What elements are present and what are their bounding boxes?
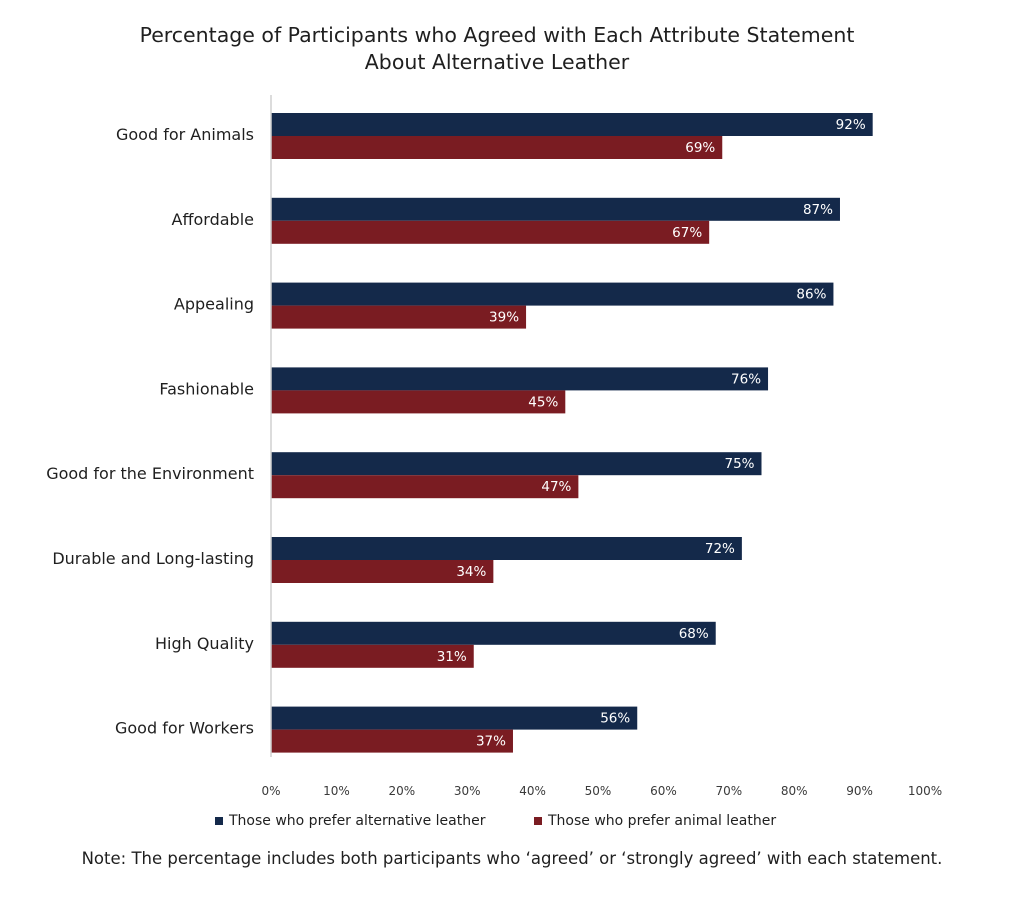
x-tick-label-0: 0% (261, 784, 280, 798)
bar-animal-affordable (271, 220, 710, 244)
data-label-animal-durable-and-long-lasting: 34% (456, 564, 486, 580)
category-label-durable-and-long-lasting: Durable and Long-lasting (52, 549, 254, 568)
bar-animal-high-quality (271, 644, 474, 668)
bar-chart: Good for Animals 92% 69% Affordable 87% 67% Ap… (46, 95, 942, 798)
data-label-animal-good-for-workers: 37% (476, 734, 506, 750)
x-tick-label-70: 70% (715, 784, 742, 798)
legend-label-animal-leather: Those who prefer animal leather (548, 813, 777, 829)
bar-alternative-good-for-workers (271, 706, 638, 730)
legend-swatch-alternative-leather (215, 817, 223, 825)
bar-alternative-good-for-animals (271, 113, 873, 136)
data-label-alternative-good-for-animals: 92% (836, 117, 866, 133)
data-label-alternative-durable-and-long-lasting: 72% (705, 541, 735, 557)
bar-alternative-affordable (271, 197, 840, 221)
category-label-appealing: Appealing (174, 295, 254, 314)
legend-label-alternative-leather: Those who prefer alternative leather (229, 813, 486, 829)
bar-animal-good-for-the-environment (271, 475, 579, 499)
bar-animal-fashionable (271, 390, 566, 414)
category-label-good-for-animals: Good for Animals (116, 125, 254, 144)
category-label-high-quality: High Quality (155, 634, 254, 653)
legend-swatch-animal-leather (534, 817, 542, 825)
legend-item-animal-leather: Those who prefer animal leather (534, 813, 776, 829)
legend-item-alternative-leather: Those who prefer alternative leather (215, 813, 485, 829)
bar-animal-appealing (271, 305, 527, 329)
bar-alternative-appealing (271, 282, 834, 306)
data-label-animal-good-for-the-environment: 47% (541, 479, 571, 495)
chart-note: Note: The percentage includes both parti… (81, 849, 943, 868)
data-label-alternative-appealing: 86% (796, 287, 826, 303)
x-tick-label-30: 30% (454, 784, 481, 798)
x-tick-label-60: 60% (650, 784, 677, 798)
chart-title: Percentage of Participants who Agreed wi… (0, 22, 994, 76)
x-tick-label-20: 20% (388, 784, 415, 798)
data-label-alternative-good-for-the-environment: 75% (724, 456, 754, 472)
bar-alternative-fashionable (271, 367, 769, 391)
category-label-fashionable: Fashionable (159, 379, 254, 398)
x-tick-label-40: 40% (519, 784, 546, 798)
data-label-alternative-high-quality: 68% (679, 626, 709, 642)
data-label-animal-high-quality: 31% (437, 649, 467, 665)
data-label-animal-good-for-animals: 69% (685, 140, 715, 156)
data-label-alternative-good-for-workers: 56% (600, 711, 630, 727)
x-tick-label-80: 80% (781, 784, 808, 798)
chart-legend: Those who prefer alternative leather Tho… (0, 813, 1024, 835)
chart-title-line-1: Percentage of Participants who Agreed wi… (139, 23, 855, 47)
data-label-alternative-fashionable: 76% (731, 371, 761, 387)
x-tick-label-100: 100% (908, 784, 942, 798)
x-tick-label-10: 10% (323, 784, 350, 798)
bar-animal-durable-and-long-lasting (271, 560, 494, 583)
category-label-good-for-workers: Good for Workers (115, 719, 254, 738)
bar-alternative-durable-and-long-lasting (271, 537, 742, 560)
data-label-alternative-affordable: 87% (803, 202, 833, 218)
data-label-animal-affordable: 67% (672, 225, 702, 241)
data-label-animal-appealing: 39% (489, 310, 519, 326)
chart-title-line-2: About Alternative Leather (364, 50, 630, 74)
data-label-animal-fashionable: 45% (528, 394, 558, 410)
bar-alternative-good-for-the-environment (271, 452, 762, 476)
bar-animal-good-for-animals (271, 136, 723, 159)
bar-alternative-high-quality (271, 621, 716, 645)
category-label-affordable: Affordable (172, 210, 254, 229)
x-tick-label-90: 90% (846, 784, 873, 798)
x-tick-label-50: 50% (585, 784, 612, 798)
category-label-good-for-the-environment: Good for the Environment (46, 464, 254, 483)
bar-animal-good-for-workers (271, 729, 513, 753)
